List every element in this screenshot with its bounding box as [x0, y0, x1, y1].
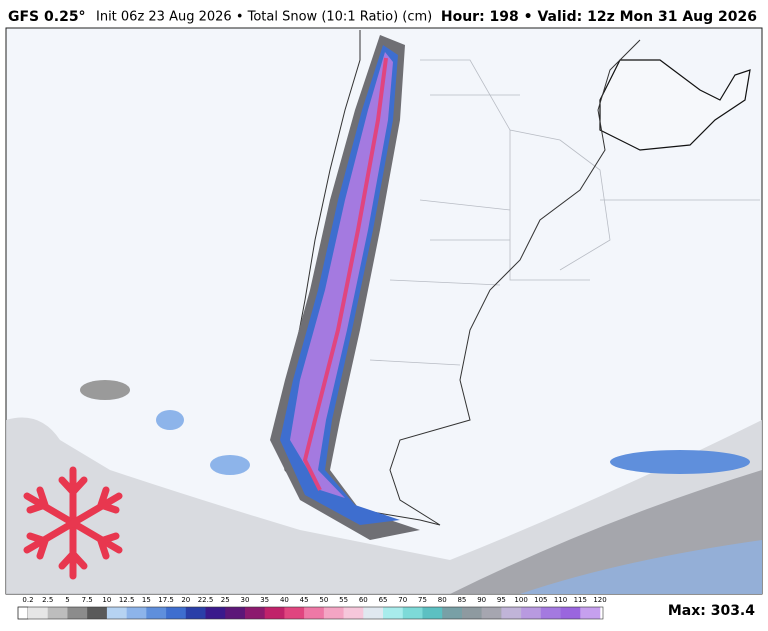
color-swatch	[323, 607, 344, 619]
color-swatch	[560, 607, 581, 619]
color-swatch	[461, 607, 482, 619]
snow-blob	[80, 380, 130, 400]
snow-blob	[156, 410, 184, 430]
color-swatch	[363, 607, 384, 619]
colorbar-label: 20	[181, 596, 190, 604]
colorbar-label: 0.2	[22, 596, 33, 604]
color-swatch	[244, 607, 265, 619]
color-swatch	[521, 607, 542, 619]
colorbar-label: 110	[554, 596, 567, 604]
colorbar-label: 85	[457, 596, 466, 604]
colorbar-label: 105	[534, 596, 547, 604]
colorbar-label: 100	[514, 596, 527, 604]
colorbar-label: 2.5	[42, 596, 53, 604]
color-swatch	[442, 607, 463, 619]
colorbar-label: 22.5	[198, 596, 214, 604]
color-swatch	[67, 607, 88, 619]
snow-blue	[520, 540, 762, 594]
colorbar-end	[17, 606, 29, 620]
valid-label: Hour: 198 • Valid: 12z Mon 31 Aug 2026	[441, 9, 757, 25]
uruguay-region	[599, 59, 751, 151]
color-swatch	[264, 607, 285, 619]
color-swatch	[205, 607, 226, 619]
color-swatch	[343, 607, 364, 619]
init-label: Init 06z 23 Aug 2026 • Total Snow (10:1 …	[96, 10, 432, 25]
color-swatch	[422, 607, 443, 619]
colorbar-label: 10	[102, 596, 111, 604]
snow-band-purple	[290, 52, 393, 498]
colorbar-label: 120	[593, 596, 606, 604]
snowflake-icon	[23, 466, 123, 580]
colorbar-label: 45	[300, 596, 309, 604]
colorbar-label: 90	[477, 596, 486, 604]
colorbar-label: 15	[142, 596, 151, 604]
color-swatch	[540, 607, 561, 619]
colorbar-label: 60	[359, 596, 368, 604]
colorbar-outline	[17, 606, 604, 620]
color-swatch	[383, 607, 404, 619]
colorbar-label: 75	[418, 596, 427, 604]
color-swatch	[47, 607, 68, 619]
colorbar: 0.2 2.5 5 7.5 10 12.5 15 17.5 20 22.5 25 30 35 40 45 50…	[17, 596, 607, 620]
colorbar-label: 55	[339, 596, 348, 604]
colorbar-label: 35	[260, 596, 269, 604]
color-swatch	[402, 607, 423, 619]
color-swatch	[166, 607, 187, 619]
coastline	[279, 30, 641, 526]
colorbar-label: 40	[280, 596, 289, 604]
color-swatch	[481, 607, 502, 619]
snow-band-core	[302, 57, 388, 491]
colorbar-label: 70	[398, 596, 407, 604]
color-swatch	[146, 607, 167, 619]
color-swatch	[225, 607, 246, 619]
colorbar-label: 95	[497, 596, 506, 604]
colorbar-label: 17.5	[158, 596, 174, 604]
color-swatch	[185, 607, 206, 619]
snow-blob	[610, 450, 750, 474]
colorbar-label: 80	[438, 596, 447, 604]
colorbar-label: 50	[319, 596, 328, 604]
color-swatch	[87, 607, 108, 619]
colorbar-label: 12.5	[119, 596, 135, 604]
colorbar-label: 7.5	[82, 596, 93, 604]
colorbar-label: 30	[241, 596, 250, 604]
map	[5, 27, 763, 595]
color-swatch	[106, 607, 127, 619]
color-swatch	[284, 607, 305, 619]
colorbar-label: 25	[221, 596, 230, 604]
colorbar-label: 65	[379, 596, 388, 604]
color-swatch	[501, 607, 522, 619]
color-swatch	[126, 607, 147, 619]
snow-blob	[210, 455, 250, 475]
color-swatch	[580, 607, 601, 619]
colorbar-label: 5	[65, 596, 69, 604]
color-swatch	[28, 607, 49, 619]
model-label: GFS 0.25°	[8, 9, 86, 25]
max-label: Max: 303.4	[668, 603, 755, 619]
color-swatch	[304, 607, 325, 619]
colorbar-label: 115	[574, 596, 587, 604]
